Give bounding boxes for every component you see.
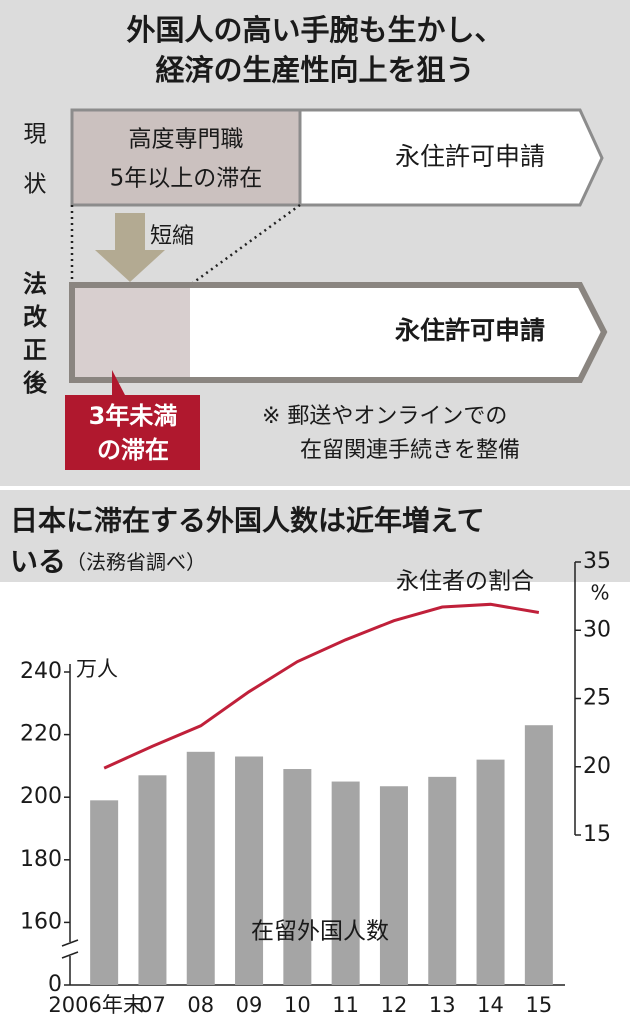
y2-tick-label: 25 [583,686,611,711]
bar [186,751,215,985]
revised-label: 改 [23,303,47,331]
bar [379,786,408,985]
chart-title: いる（法務省調べ） [10,545,206,578]
x-tick-label: 2006年末 [48,993,143,1017]
revised-arrow [69,282,608,383]
x-tick-label: 13 [429,993,456,1017]
x-tick-label: 15 [525,993,552,1017]
y2-tick-label: 30 [583,617,611,642]
x-tick-label: 14 [477,993,504,1017]
y-tick-label: 0 [48,972,62,997]
title-line: 外国人の高い手腕も生かし、 [126,13,503,47]
revised-target: 永住許可申請 [395,316,545,345]
ratio-line [103,602,540,770]
x-tick-label: 10 [284,993,311,1017]
callout-text: の滞在 [97,436,169,464]
y2-tick-label: 15 [583,822,611,847]
x-tick-label: 08 [187,993,214,1017]
revised-short-box [75,288,190,377]
box-text: 5年以上の滞在 [110,166,263,192]
y2-tick-label: 35 [583,549,611,574]
x-tick-label: 11 [332,993,359,1017]
down-arrow [95,213,165,282]
bar [90,800,119,985]
y2-unit: % [590,581,609,605]
y-tick-label: 240 [20,659,62,684]
chart-title: 日本に滞在する外国人数は近年増えて [10,504,485,537]
current-box [70,108,302,207]
bar [138,775,167,985]
y-tick-label: 160 [20,909,62,934]
revised-callout [65,370,200,470]
box-text: 高度専門職 [129,127,244,153]
bar [524,725,553,985]
series-label: 在留外国人数 [251,919,389,945]
y-axis-label: 万人 [76,657,118,681]
y-tick-label: 180 [20,847,62,872]
current-target: 永住許可申請 [395,142,545,171]
revised-label: 法 [23,270,47,298]
note-text: 在留関連手続きを整備 [300,438,520,463]
bar [235,756,264,985]
callout-text: 3年未満 [89,402,178,430]
y-tick-label: 220 [20,722,62,747]
y2-tick-label: 20 [583,754,611,779]
x-tick-label: 09 [236,993,263,1017]
current-label: 現 [24,122,47,148]
bar [476,759,505,985]
x-tick-label: 07 [139,993,166,1017]
bar [331,781,360,985]
bar [428,776,457,985]
y-tick-label: 200 [20,784,62,809]
revised-label: 後 [23,369,48,397]
shorten-label: 短縮 [150,224,194,249]
axis-break-gap [60,942,80,956]
series-label: 永住者の割合 [396,569,534,595]
x-tick-label: 12 [381,993,408,1017]
chart-title-cont: いる [10,545,66,578]
bar [283,769,312,985]
chart-subtitle: （法務省調べ） [66,550,206,574]
revised-label: 正 [23,336,47,364]
note-text: ※ 郵送やオンラインでの [262,404,507,429]
current-label: 状 [24,172,47,198]
title-line: 経済の生産性向上を狙う [155,53,474,87]
axis-break [61,939,79,959]
